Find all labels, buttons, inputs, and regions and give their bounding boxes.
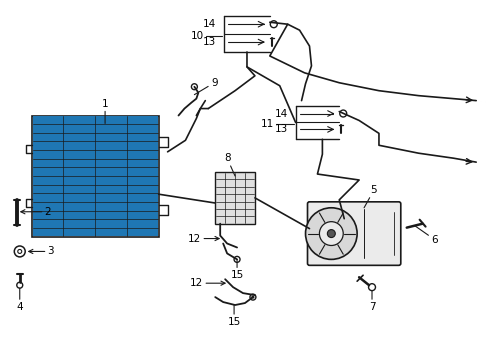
Text: 15: 15 <box>230 260 243 280</box>
Bar <box>32 116 158 237</box>
Text: 15: 15 <box>227 305 240 327</box>
Circle shape <box>251 296 253 298</box>
Text: 5: 5 <box>364 185 377 208</box>
Text: 13: 13 <box>274 125 287 134</box>
Text: 13: 13 <box>203 37 216 47</box>
Bar <box>33 117 157 235</box>
Bar <box>215 172 254 224</box>
Text: 12: 12 <box>190 278 224 288</box>
Text: 3: 3 <box>29 247 54 256</box>
Circle shape <box>319 222 343 246</box>
Text: 2: 2 <box>21 207 51 217</box>
Text: 6: 6 <box>414 226 437 244</box>
Text: 1: 1 <box>102 99 108 123</box>
Text: 14: 14 <box>274 108 287 118</box>
Text: 9: 9 <box>194 78 217 95</box>
Text: 10: 10 <box>191 31 204 41</box>
Text: 12: 12 <box>188 234 219 244</box>
Text: 8: 8 <box>224 153 235 176</box>
Text: 14: 14 <box>203 19 216 29</box>
Circle shape <box>305 208 356 260</box>
FancyBboxPatch shape <box>307 202 400 265</box>
Text: 11: 11 <box>260 120 273 130</box>
Text: 4: 4 <box>17 288 23 312</box>
Circle shape <box>326 230 335 238</box>
Text: 7: 7 <box>368 291 375 312</box>
